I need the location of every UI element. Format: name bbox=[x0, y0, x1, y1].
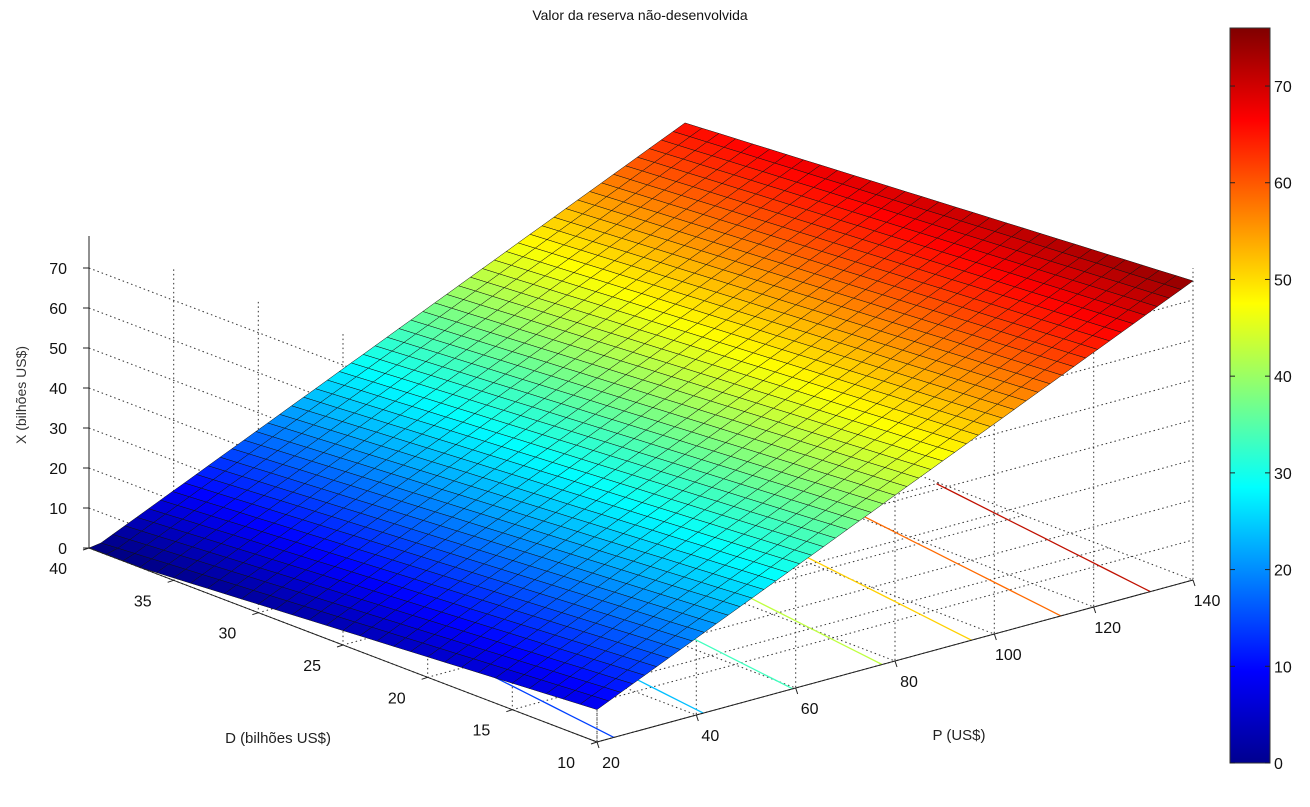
p-tick-mark bbox=[1093, 606, 1097, 614]
p-tick-label: 80 bbox=[900, 674, 918, 691]
p-tick-mark bbox=[894, 660, 898, 668]
d-tick-label: 10 bbox=[557, 755, 575, 772]
d-axis-label: D (bilhões US$) bbox=[225, 730, 331, 747]
z-tick-label: 0 bbox=[58, 541, 67, 558]
p-tick-label: 120 bbox=[1094, 620, 1121, 637]
p-tick-label: 60 bbox=[801, 701, 819, 718]
colorbar-gradient bbox=[1229, 27, 1271, 764]
z-tick-label: 10 bbox=[49, 501, 67, 518]
tick-labels: 20 40 60 80 100 120 140 10 15 20 25 30 35 40 0 10 20 30 40… bbox=[49, 261, 1220, 772]
p-tick-label: 140 bbox=[1194, 593, 1221, 610]
z-tick-label: 50 bbox=[49, 341, 67, 358]
p-tick-mark bbox=[795, 687, 799, 695]
colorbar: 0 10 20 30 40 50 60 70 bbox=[1229, 27, 1292, 773]
d-tick-mark bbox=[421, 676, 428, 680]
p-tick-mark bbox=[1192, 579, 1196, 587]
d-tick-label: 20 bbox=[388, 690, 406, 707]
colorbar-tick-label: 40 bbox=[1274, 369, 1292, 386]
surface-patch bbox=[579, 695, 610, 710]
p-tick-mark bbox=[993, 633, 997, 641]
d-tick-label: 25 bbox=[303, 658, 321, 675]
colorbar-tick-label: 50 bbox=[1274, 272, 1292, 289]
p-tick-mark bbox=[596, 741, 600, 749]
p-tick-mark bbox=[695, 714, 699, 722]
d-tick-mark bbox=[252, 612, 259, 616]
p-tick-label: 100 bbox=[995, 647, 1022, 664]
d-tick-label: 30 bbox=[219, 626, 237, 643]
colorbar-tick-label: 0 bbox=[1274, 756, 1283, 773]
d-tick-mark bbox=[336, 644, 344, 648]
z-gridline bbox=[88, 347, 1194, 543]
p-tick-label: 20 bbox=[602, 755, 620, 772]
colorbar-tick-label: 70 bbox=[1274, 79, 1292, 96]
d-tick-mark bbox=[506, 709, 513, 713]
z-tick-label: 40 bbox=[49, 381, 67, 398]
d-tick-label: 40 bbox=[49, 561, 67, 578]
z-gridline bbox=[88, 307, 1194, 503]
z-tick-label: 70 bbox=[49, 261, 67, 278]
z-tick-label: 60 bbox=[49, 301, 67, 318]
z-axis-label: X (bilhões US$) bbox=[13, 346, 29, 444]
contour-line bbox=[936, 483, 1151, 593]
z-gridline bbox=[88, 267, 1194, 463]
colorbar-tick-label: 20 bbox=[1274, 563, 1292, 580]
surface-mesh bbox=[88, 122, 1194, 710]
chart-title: Valor da reserva não-desenvolvida bbox=[532, 7, 748, 23]
z-tick-label: 20 bbox=[49, 461, 67, 478]
d-tick-label: 35 bbox=[134, 593, 152, 610]
z-tick-label: 30 bbox=[49, 421, 67, 438]
p-tick-label: 40 bbox=[701, 728, 719, 745]
d-tick-mark bbox=[167, 579, 174, 583]
d-tick-mark bbox=[590, 741, 598, 745]
colorbar-tick-label: 60 bbox=[1274, 176, 1292, 193]
colorbar-tick-label: 10 bbox=[1274, 659, 1292, 676]
d-tick-label: 15 bbox=[473, 723, 491, 740]
p-axis-label: P (US$) bbox=[932, 727, 985, 744]
colorbar-tick-label: 30 bbox=[1274, 466, 1292, 483]
